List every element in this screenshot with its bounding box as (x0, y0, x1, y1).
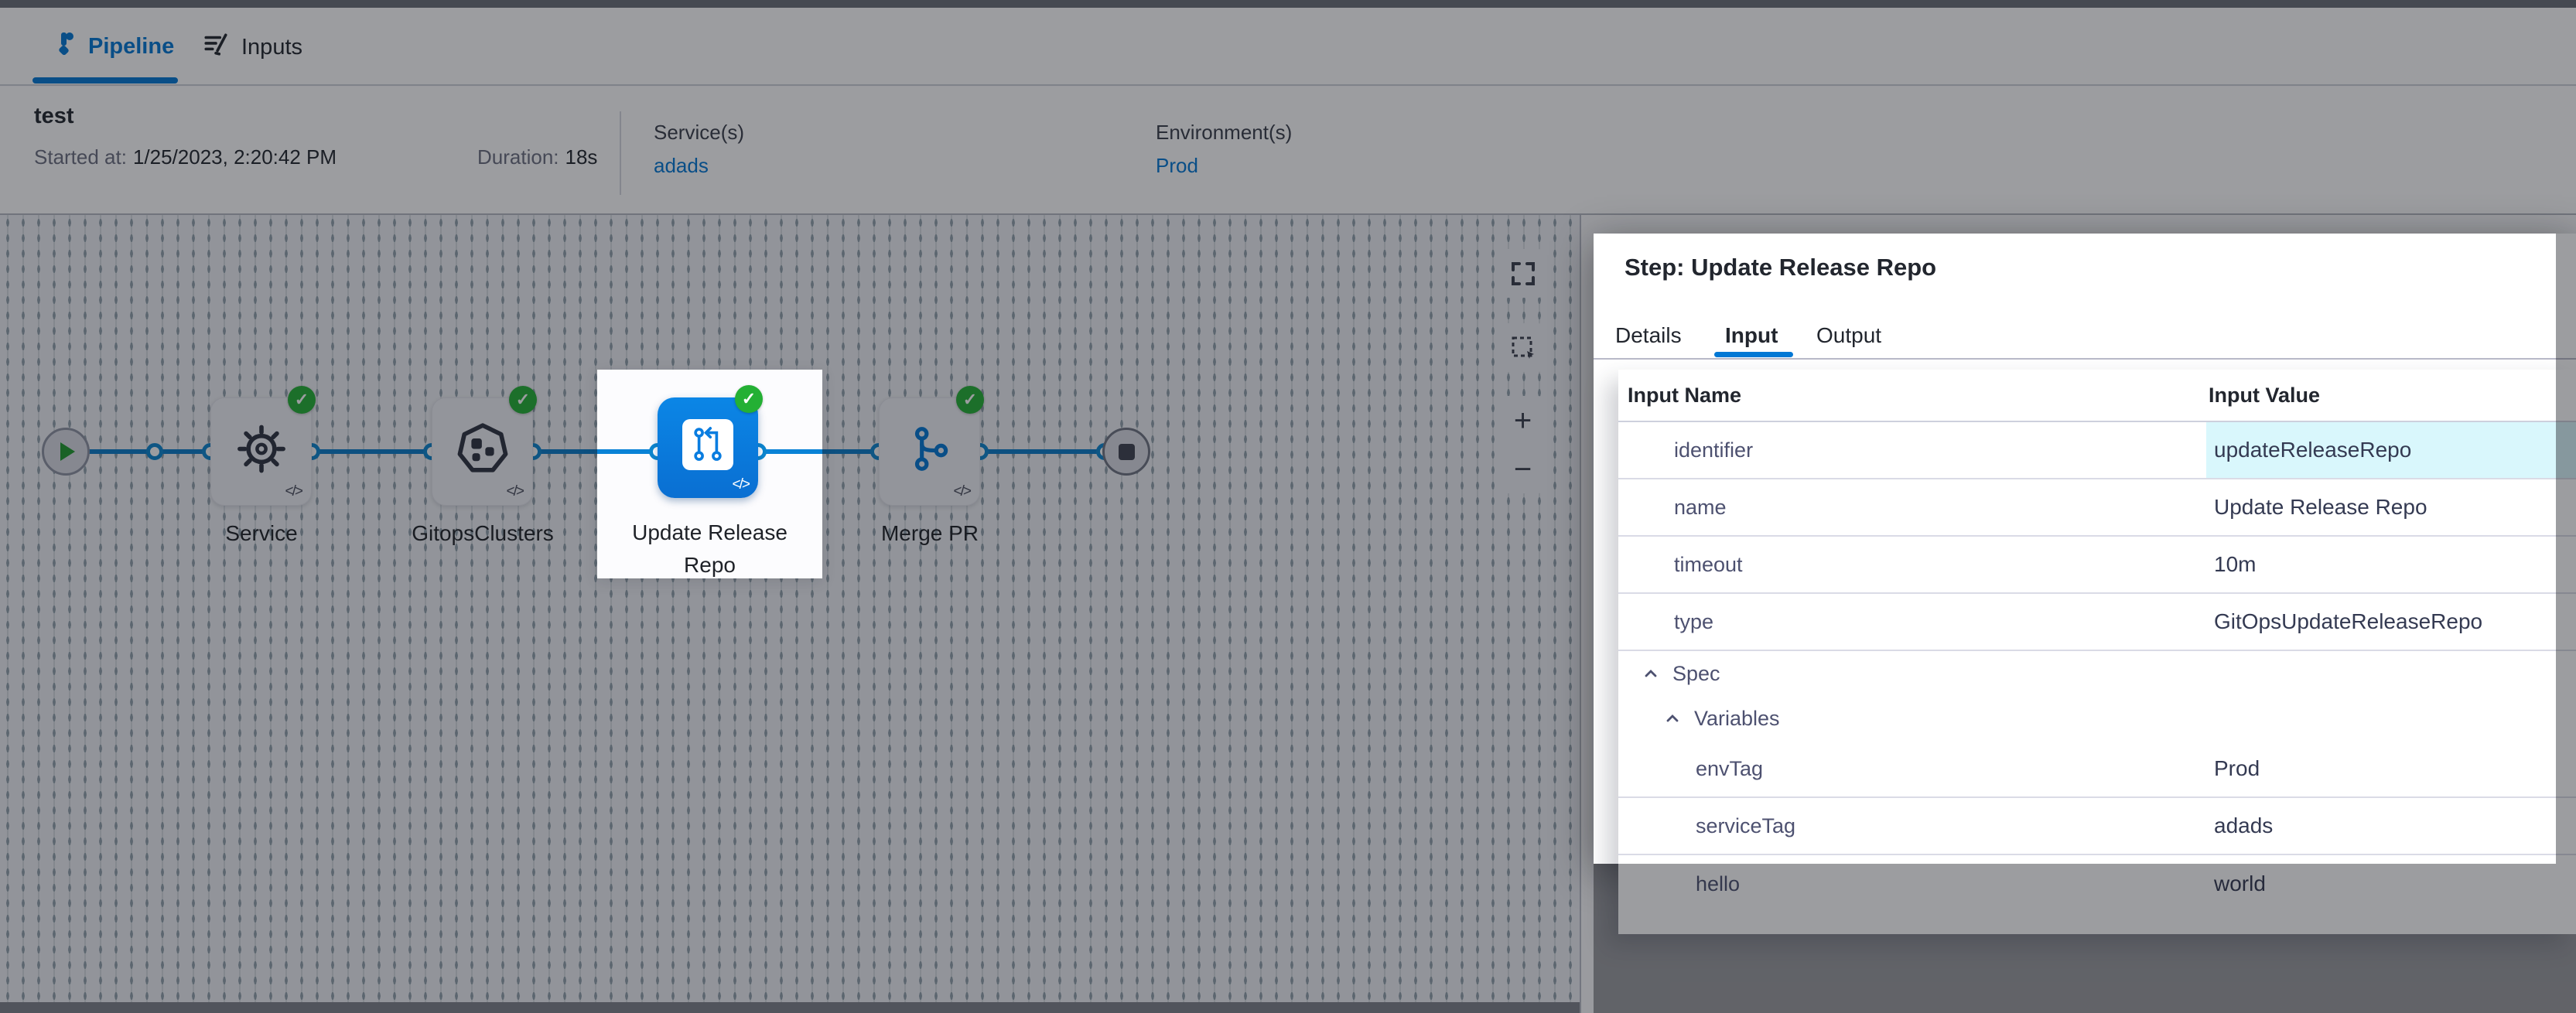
table-row-timeout: timeout 10m (1618, 537, 2576, 594)
environments-link[interactable]: Prod (1156, 154, 1198, 177)
zoom-out-button[interactable]: − (1513, 452, 1532, 486)
tab-output[interactable]: Output (1816, 323, 1882, 347)
started-at-label: Started at: (34, 145, 127, 169)
active-tab-underline (32, 77, 178, 84)
selected-node-halo: </> ✓ Update Release Repo (597, 370, 822, 578)
column-input-value: Input Value (2209, 383, 2321, 407)
success-badge: ✓ (735, 385, 763, 413)
duration-value: 18s (565, 145, 598, 169)
environments-label: Environment(s) (1156, 121, 1293, 144)
duration-label: Duration: (477, 145, 559, 169)
drawer-tabs-divider (1594, 358, 2576, 360)
chevron-up-icon[interactable] (1642, 664, 1660, 683)
tab-details[interactable]: Details (1615, 323, 1682, 347)
fit-to-screen-icon (1511, 261, 1535, 285)
node-service[interactable]: </> ✓ (210, 386, 316, 506)
zoom-in-button[interactable]: + (1513, 403, 1532, 438)
view-tab-bar: Pipeline Inputs (0, 8, 2576, 86)
pipeline-graph-canvas[interactable]: </> ✓ Service </> ✓ GitopsClusters </> ✓ (0, 215, 1581, 1013)
table-row-type: type GitOpsUpdateReleaseRepo (1618, 594, 2576, 651)
node-end[interactable] (1102, 428, 1150, 476)
connector-stub-left (597, 449, 658, 454)
services-link[interactable]: adads (654, 154, 709, 177)
git-pull-request-icon (682, 419, 733, 470)
node-gitops-clusters[interactable]: </> ✓ (432, 386, 537, 506)
tab-input[interactable]: Input (1725, 323, 1778, 347)
header-divider (620, 111, 621, 195)
zoom-controls: + − (1498, 396, 1547, 493)
step-details-drawer: Step: Update Release Repo Details Input … (1594, 234, 2576, 934)
git-branch-icon (904, 424, 955, 479)
tab-pipeline[interactable]: Pipeline (51, 31, 174, 62)
connector-stub-right (758, 449, 822, 454)
canvas-scrollbar[interactable] (0, 1002, 1580, 1013)
expression-icon: </> (732, 476, 751, 493)
node-label-service: Service (225, 521, 298, 545)
window-top-strip (0, 0, 2576, 8)
node-label-merge-pr: Merge PR (880, 521, 979, 545)
tab-pipeline-label: Pipeline (88, 33, 175, 59)
expression-icon: </> (506, 483, 525, 500)
table-group-variables: Variables (1618, 696, 2576, 741)
active-drawer-tab-underline (1714, 352, 1793, 357)
expression-icon: </> (953, 483, 972, 500)
started-at-value: 1/25/2023, 2:20:42 PM (132, 145, 337, 169)
expression-icon: </> (285, 483, 304, 500)
drawer-title: Step: Update Release Repo (1625, 254, 1937, 281)
node-merge-pr[interactable]: </> ✓ (879, 386, 984, 506)
tab-inputs-label: Inputs (241, 34, 302, 60)
table-row-hello: hello world (1696, 871, 2266, 895)
execution-header: test Started at: 1/25/2023, 2:20:42 PM Du… (0, 87, 2576, 215)
stop-icon (1118, 443, 1135, 460)
marquee-select-button[interactable] (1498, 323, 1547, 372)
table-row-envtag: envTag Prod (1618, 741, 2576, 798)
service-gear-icon (234, 421, 289, 481)
node-label-update-release-repo: Update Release Repo (632, 520, 787, 577)
highlighted-value-cell (2206, 422, 2576, 478)
play-icon (60, 442, 75, 461)
inputs-icon (203, 31, 229, 63)
node-label-gitops-clusters: GitopsClusters (412, 521, 554, 545)
duration: Duration: 18s (477, 145, 597, 169)
node-update-release-repo[interactable]: </> ✓ (658, 385, 763, 498)
started-at: Started at: 1/25/2023, 2:20:42 PM (34, 145, 337, 169)
success-badge: ✓ (956, 386, 984, 414)
success-badge: ✓ (288, 386, 316, 414)
chevron-up-icon[interactable] (1663, 709, 1682, 728)
table-row-servicetag: serviceTag adads (1618, 798, 2576, 855)
services-label: Service(s) (654, 121, 745, 144)
success-badge: ✓ (509, 386, 537, 414)
table-group-spec: Spec (1618, 651, 2576, 696)
node-start[interactable] (42, 428, 90, 476)
table-row-name: name Update Release Repo (1618, 479, 2576, 537)
table-header-row: Input Name Input Value (1618, 370, 2576, 422)
port-start-out (146, 443, 163, 460)
pipeline-connector-line (85, 449, 1108, 454)
input-table-card: Input Name Input Value identifier update… (1618, 370, 2576, 934)
table-row-identifier: identifier updateReleaseRepo (1618, 422, 2576, 479)
column-input-name: Input Name (1628, 383, 1742, 407)
gitops-clusters-icon (455, 421, 511, 481)
environments-block: Environment(s) Prod (1156, 121, 1292, 178)
pipeline-name: test (34, 104, 74, 128)
services-block: Service(s) adads (654, 121, 744, 178)
marquee-select-icon (1512, 336, 1534, 359)
fit-to-screen-button[interactable] (1498, 249, 1547, 298)
tab-inputs[interactable]: Inputs (203, 31, 302, 63)
pipeline-icon (51, 31, 76, 62)
